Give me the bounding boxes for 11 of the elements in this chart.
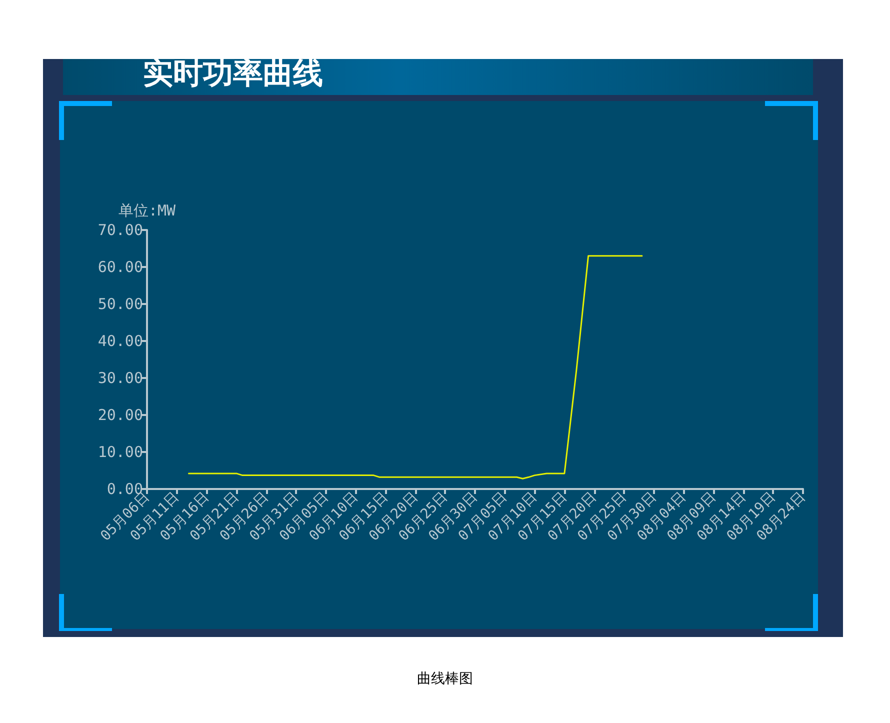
text: 曲线棒图 [416, 670, 474, 688]
y-tick-label: 50.00 [98, 295, 143, 313]
y-axis-title: 单位:MW [118, 202, 177, 220]
y-tick-label: 60.00 [98, 258, 143, 276]
y-tick-label: 40.00 [98, 332, 143, 350]
y-tick-label: 20.00 [98, 406, 143, 424]
y-tick-label: 30.00 [98, 369, 143, 387]
y-tick-label: 70.00 [98, 221, 143, 239]
chart-title: 实时功率曲线 [143, 55, 323, 93]
line-series [188, 255, 643, 480]
y-tick-label: 10.00 [98, 443, 143, 461]
